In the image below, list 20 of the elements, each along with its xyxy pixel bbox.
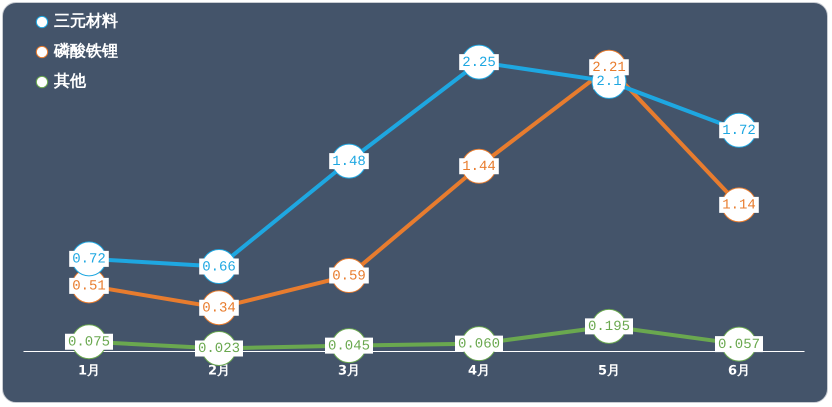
x-tick-label: 4月 [468, 364, 490, 379]
x-tick-label: 6月 [728, 364, 750, 379]
x-tick-label: 5月 [598, 364, 620, 379]
data-label: 2.21 [592, 60, 626, 76]
data-label: 0.66 [202, 259, 236, 276]
data-label: 1.14 [722, 198, 756, 214]
data-label: 2.1 [596, 74, 622, 90]
x-tick-label: 3月 [338, 364, 360, 379]
data-label: 0.72 [72, 252, 106, 268]
x-tick-label: 1月 [78, 364, 100, 379]
legend-label: 其他 [53, 71, 87, 90]
data-label: 1.72 [722, 122, 756, 139]
data-label: 0.51 [72, 278, 106, 295]
data-label: 1.48 [332, 154, 366, 170]
data-label: 0.59 [332, 268, 366, 284]
legend-label: 三元材料 [54, 11, 118, 30]
legend-label: 磷酸铁锂 [53, 41, 118, 60]
data-label: 0.34 [202, 300, 236, 316]
data-label: 1.44 [462, 158, 496, 175]
data-label: 2.25 [462, 54, 496, 71]
